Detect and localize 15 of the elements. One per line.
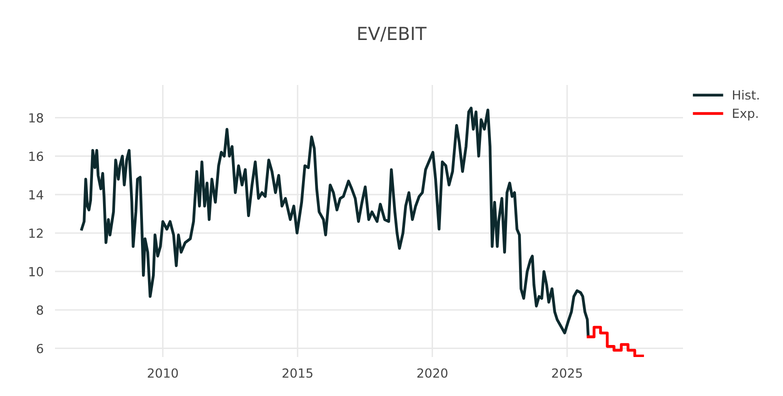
y-tick-label: 10: [29, 266, 44, 276]
legend-label: Hist.: [733, 90, 759, 100]
y-tick-label: 12: [29, 228, 43, 238]
x-tick-label: 2015: [282, 368, 312, 378]
y-tick-label: 14: [29, 190, 44, 200]
y-tick-label: 6: [36, 344, 44, 354]
line-series: [80, 106, 590, 336]
y-tick-label: 8: [36, 305, 44, 315]
x-tick-label: 2020: [417, 368, 448, 378]
y-tick-label: 16: [29, 152, 44, 162]
legend-label: Exp.: [733, 108, 758, 120]
y-tick-label: 18: [29, 113, 44, 123]
x-tick-label: 2025: [552, 368, 582, 378]
x-tick-label: 2010: [148, 368, 178, 378]
chart-title: EV/EBIT: [358, 26, 427, 42]
